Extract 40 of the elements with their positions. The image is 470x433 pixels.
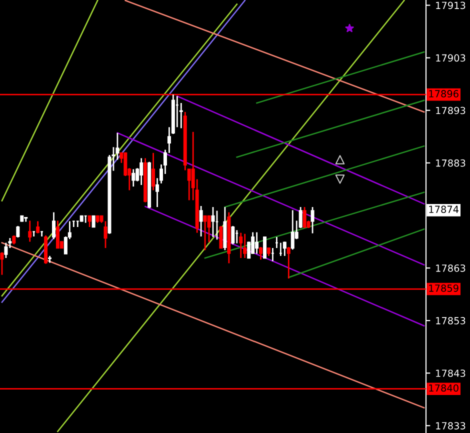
candlestick: [56, 220, 60, 249]
candlestick: [203, 214, 207, 251]
y-tick-label: 17913: [436, 2, 466, 10]
y-tick-label: 17883: [436, 159, 466, 167]
candlestick: [310, 206, 314, 234]
y-tick-label: 17863: [436, 264, 466, 272]
y-tick-label: 17903: [436, 54, 466, 62]
candlestick: [140, 157, 144, 186]
candlestick: [207, 214, 211, 243]
candlestick: [92, 215, 96, 228]
candlestick: [199, 205, 203, 238]
candlestick: [251, 232, 255, 255]
candlestick: [286, 246, 290, 280]
y-tick-label: 17893: [436, 106, 466, 114]
candlestick: [4, 242, 8, 259]
y-tick-label: 17833: [436, 422, 466, 430]
candlestick: [290, 210, 294, 250]
candlestick: [219, 225, 223, 250]
ref-line-label: 17859: [429, 284, 458, 292]
candlestick: [239, 232, 243, 259]
y-tick-label: 17843: [436, 370, 466, 377]
candlestick: [132, 168, 136, 188]
annotation: 17874: [429, 206, 459, 214]
y-tick-label: 17853: [436, 317, 466, 324]
candlestick: [0, 252, 4, 276]
candlestick: [282, 241, 286, 257]
candlestick: [152, 152, 156, 191]
candlestick: [16, 225, 20, 238]
candlestick: [36, 220, 40, 234]
candlestick: [24, 216, 28, 222]
ref-line-label: 17896: [429, 90, 458, 98]
candlestick: [302, 206, 306, 229]
candlestick: [231, 225, 235, 246]
candlestick: [259, 246, 263, 260]
candlestick: [28, 220, 32, 242]
candlestick: [255, 232, 259, 255]
candlestick: [211, 206, 215, 238]
candlestick: [243, 233, 247, 259]
ref-line-label: 17840: [429, 384, 458, 392]
candlestick: [52, 212, 56, 240]
